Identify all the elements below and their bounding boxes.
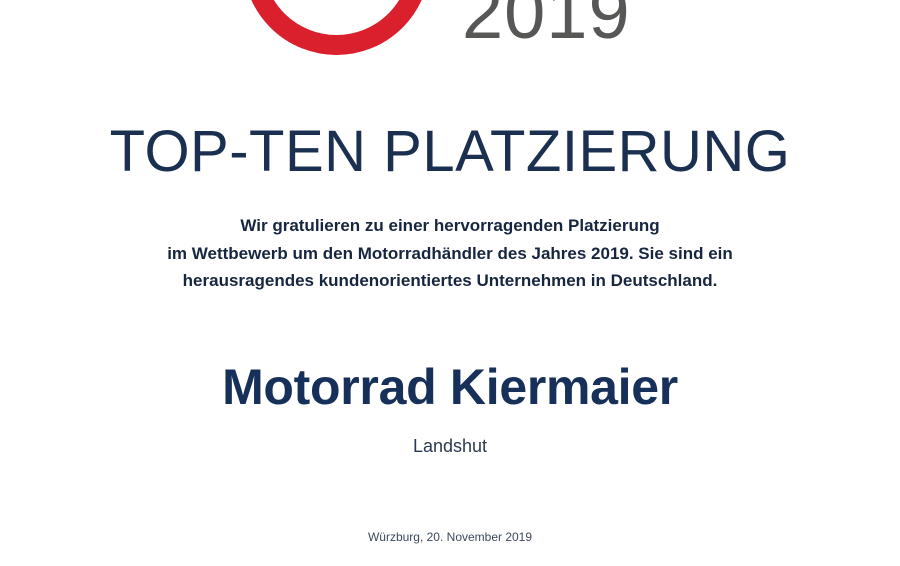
- red-ring-icon: [243, 0, 430, 55]
- recipient-name: Motorrad Kiermaier: [222, 359, 678, 415]
- logo-band: 2019: [0, 0, 900, 62]
- page-title: TOP-TEN PLATZIERUNG: [109, 119, 791, 184]
- recipient-city: Landshut: [412, 436, 488, 456]
- place-and-date: Würzburg, 20. November 2019: [367, 530, 533, 544]
- congratulation-line: herausragendes kundenorientiertes Untern…: [182, 271, 718, 291]
- logo-year-label: 2019: [462, 0, 631, 54]
- congratulation-text: Wir gratulieren zu einer hervorragenden …: [0, 212, 900, 295]
- congratulation-line: im Wettbewerb um den Motorradhändler des…: [167, 243, 733, 263]
- congratulation-line: Wir gratulieren zu einer hervorragenden …: [240, 216, 660, 235]
